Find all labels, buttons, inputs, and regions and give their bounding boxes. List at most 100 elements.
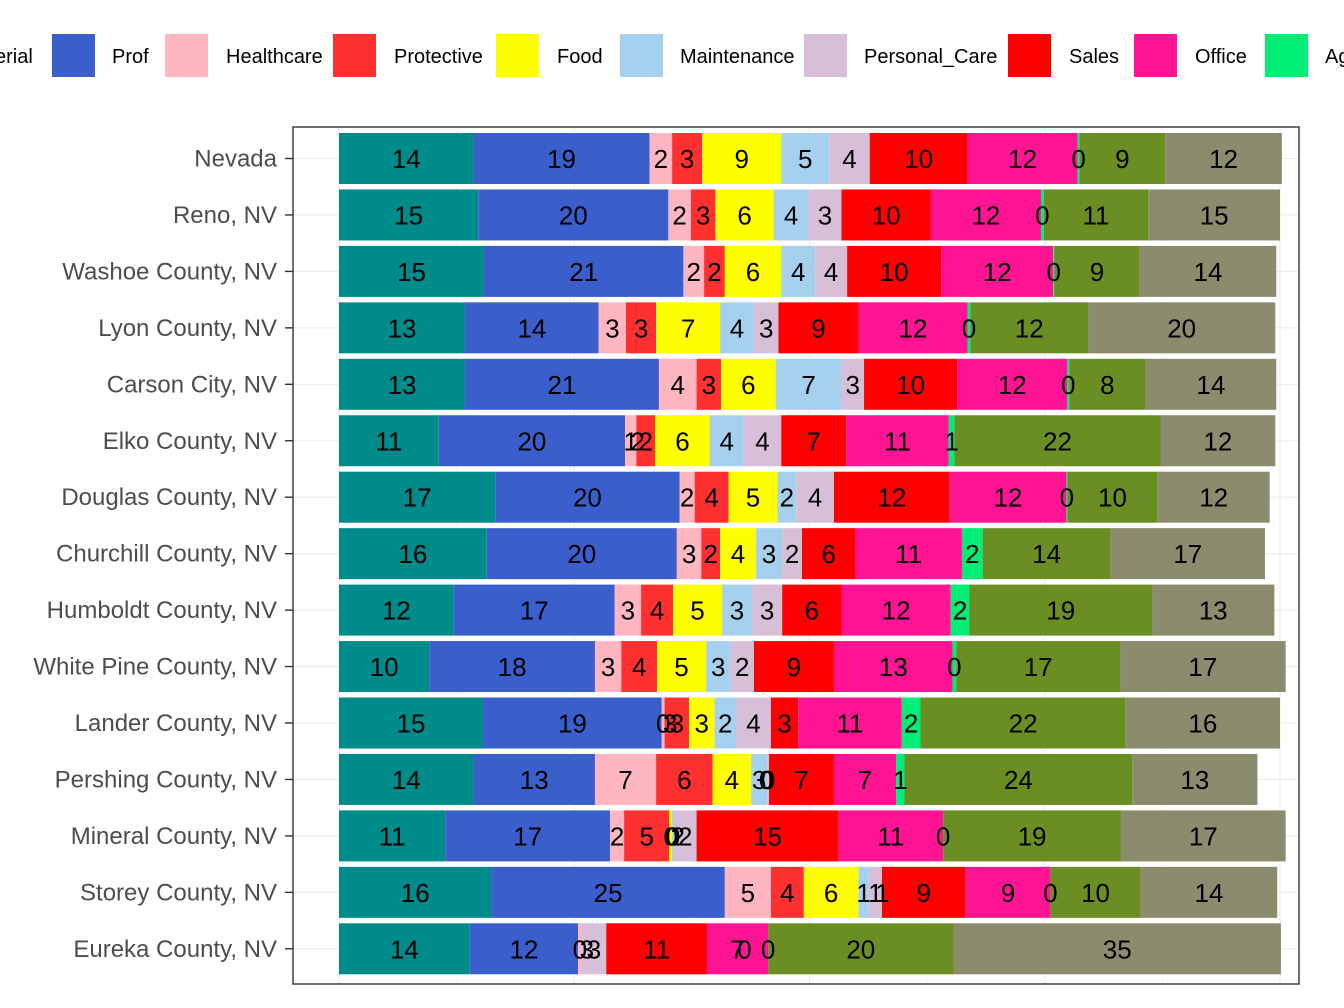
y-tick-label: Humboldt County, NV: [47, 597, 277, 624]
data-label-personal-care: 4: [746, 709, 760, 739]
data-label-food: 5: [690, 596, 704, 626]
data-label-managerial: 17: [403, 483, 432, 513]
data-label-other: 17: [1189, 821, 1218, 851]
bar-other-mineral-county-nv: [1120, 810, 1286, 862]
legend-key: [1008, 34, 1051, 77]
legend-key: [620, 34, 663, 77]
bar-maintenance-mineral-county-nv: [672, 810, 674, 862]
data-label-office: 12: [1008, 144, 1037, 174]
bar-ag-carson-city-nv: [1067, 358, 1070, 410]
data-label-construction-production: 17: [1024, 652, 1053, 682]
y-tick-label: Mineral County, NV: [71, 823, 277, 850]
data-label-ag: 0: [947, 652, 961, 682]
bar-prof-mineral-county-nv: [445, 810, 611, 862]
data-label-protective: 4: [632, 652, 646, 682]
data-label-managerial: 14: [392, 144, 421, 174]
bar-food-churchill-county-nv: [720, 528, 756, 580]
data-label-personal-care: 0: [761, 765, 775, 795]
legend-item-prof: Prof: [52, 34, 149, 77]
data-label-managerial: 16: [401, 878, 430, 908]
bars: [339, 133, 1286, 975]
bar-food-white-pine-county-nv: [657, 641, 706, 693]
bar-maintenance-white-pine-county-nv: [705, 641, 731, 693]
y-tick-label: Elko County, NV: [103, 428, 277, 455]
bar-maintenance-humboldt-county-nv: [721, 584, 753, 636]
legend-item-sales: Sales: [1008, 34, 1119, 77]
data-label-other: 12: [1209, 144, 1238, 174]
data-label-sales: 6: [822, 539, 836, 569]
bar-other-elko-county-nv: [1160, 415, 1276, 467]
data-label-prof: 21: [569, 257, 598, 287]
data-label-construction-production: 9: [1115, 144, 1129, 174]
bar-construction-production-humboldt-county-nv: [969, 584, 1153, 636]
bar-sales-white-pine-county-nv: [753, 641, 834, 693]
data-label-other: 16: [1188, 709, 1217, 739]
bar-prof-elko-county-nv: [438, 415, 626, 467]
data-label-maintenance: 5: [798, 144, 812, 174]
data-label-managerial: 14: [390, 934, 419, 964]
bar-ag-lyon-county-nv: [967, 302, 971, 354]
data-label-managerial: 15: [397, 709, 426, 739]
data-label-maintenance: 2: [718, 709, 732, 739]
bar-managerial-storey-county-nv: [339, 866, 492, 918]
data-label-food: 3: [695, 709, 709, 739]
bar-managerial-douglas-county-nv: [339, 471, 496, 523]
bar-protective-mineral-county-nv: [624, 810, 670, 862]
bar-food-humboldt-county-nv: [673, 584, 722, 636]
y-tick-label: Reno, NV: [173, 202, 277, 229]
data-label-other: 13: [1180, 765, 1209, 795]
data-label-personal-care: 4: [808, 483, 822, 513]
bar-ag-douglas-county-nv: [1066, 471, 1068, 523]
data-label-managerial: 15: [394, 200, 423, 230]
data-label-sales: 10: [880, 257, 909, 287]
y-tick-label: White Pine County, NV: [33, 654, 277, 681]
data-label-ag: 1: [893, 765, 907, 795]
legend-key: [165, 34, 208, 77]
bar-office-douglas-county-nv: [949, 471, 1067, 523]
data-label-protective: 3: [702, 370, 716, 400]
data-label-personal-care: 3: [846, 370, 860, 400]
bar-food-elko-county-nv: [655, 415, 710, 467]
data-label-protective: 2: [639, 426, 653, 456]
data-label-maintenance: 7: [801, 370, 815, 400]
bar-managerial-white-pine-county-nv: [339, 641, 430, 693]
bar-office-humboldt-county-nv: [841, 584, 951, 636]
bar-prof-pershing-county-nv: [473, 753, 595, 805]
bar-sales-churchill-county-nv: [801, 528, 856, 580]
bar-other-pershing-county-nv: [1132, 753, 1258, 805]
bar-office-mineral-county-nv: [838, 810, 944, 862]
data-label-sales: 6: [805, 596, 819, 626]
data-label-construction-production: 8: [1100, 370, 1114, 400]
data-label-healthcare: 3: [605, 313, 619, 343]
bar-personal-care-storey-county-nv: [868, 866, 882, 918]
bar-sales-lyon-county-nv: [778, 302, 859, 354]
data-label-healthcare: 2: [672, 200, 686, 230]
data-label-ag: 0: [1060, 483, 1074, 513]
data-label-prof: 20: [559, 200, 588, 230]
data-label-protective: 3: [634, 313, 648, 343]
bar-other-storey-county-nv: [1140, 866, 1278, 918]
legend-item-maintenance: Maintenance: [620, 34, 795, 77]
bar-maintenance-churchill-county-nv: [755, 528, 783, 580]
data-label-extra: 3: [580, 934, 594, 964]
bar-protective-churchill-county-nv: [701, 528, 721, 580]
bar-ag-nevada: [1077, 133, 1080, 184]
data-label-sales: 10: [904, 144, 933, 174]
y-tick-label: Douglas County, NV: [61, 484, 277, 511]
y-tick-label: Pershing County, NV: [55, 766, 277, 793]
data-label-food: 5: [746, 483, 760, 513]
data-label-office: 11: [877, 821, 904, 851]
bar-protective-elko-county-nv: [636, 415, 656, 467]
data-label-healthcare: 2: [687, 257, 701, 287]
bar-protective-storey-county-nv: [770, 866, 804, 918]
data-label-protective: 4: [780, 878, 794, 908]
legend-key: [333, 34, 376, 77]
bar-construction-production-reno-nv: [1043, 189, 1149, 241]
bar-prof-white-pine-county-nv: [429, 641, 595, 693]
y-tick-label: Lander County, NV: [75, 710, 277, 737]
data-label-personal-care: 3: [760, 596, 774, 626]
bar-maintenance-elko-county-nv: [709, 415, 744, 467]
bar-protective-washoe-county-nv: [704, 245, 725, 297]
data-label-ag: 0: [1071, 144, 1085, 174]
data-label-managerial: 11: [379, 821, 406, 851]
